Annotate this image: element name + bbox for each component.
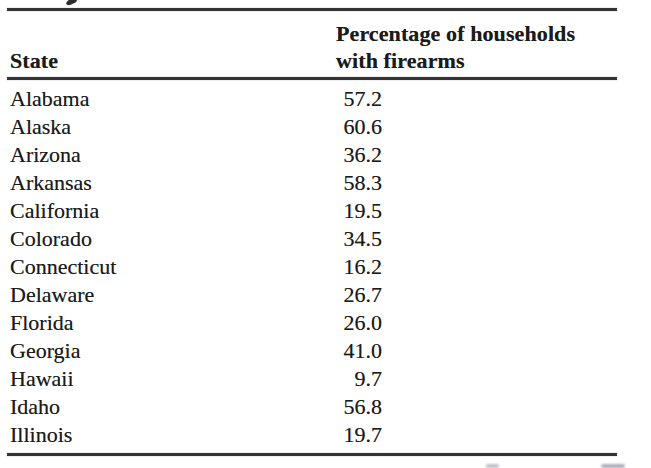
state-column-header: State [10, 48, 58, 74]
cropped-glyph-fragment [65, 0, 77, 6]
table-row: Delaware 26.7 [10, 281, 620, 309]
table-row: Georgia 41.0 [10, 337, 620, 365]
table-row: California 19.5 [10, 197, 620, 225]
state-cell: Illinois [10, 421, 72, 449]
value-column-header: Percentage of households with firearms [336, 20, 575, 74]
table-row: Arizona 36.2 [10, 141, 620, 169]
state-cell: Delaware [10, 281, 94, 309]
table-header-rule [7, 77, 617, 80]
value-cell: 58.3 [336, 169, 382, 197]
state-cell: Idaho [10, 393, 60, 421]
state-cell: Alabama [10, 85, 89, 113]
state-cell: Colorado [10, 225, 92, 253]
value-cell: 9.7 [336, 365, 382, 393]
table-top-rule [7, 8, 617, 11]
table-row: Arkansas 58.3 [10, 169, 620, 197]
state-cell: Arizona [10, 141, 81, 169]
table-row: Alabama 57.2 [10, 85, 620, 113]
cropped-caption-fragment [601, 464, 625, 468]
value-cell: 57.2 [336, 85, 382, 113]
value-cell: 41.0 [336, 337, 382, 365]
state-cell: Hawaii [10, 365, 74, 393]
state-cell: Connecticut [10, 253, 116, 281]
table-bottom-rule [7, 453, 617, 456]
value-column-header-line1: Percentage of households [336, 20, 575, 47]
value-cell: 60.6 [336, 113, 382, 141]
value-cell: 19.5 [336, 197, 382, 225]
value-cell: 34.5 [336, 225, 382, 253]
value-column-header-line2: with firearms [336, 47, 575, 74]
table-row: Connecticut 16.2 [10, 253, 620, 281]
state-cell: Florida [10, 309, 74, 337]
state-cell: California [10, 197, 99, 225]
value-cell: 16.2 [336, 253, 382, 281]
value-cell: 19.7 [336, 421, 382, 449]
table-row: Colorado 34.5 [10, 225, 620, 253]
state-cell: Arkansas [10, 169, 92, 197]
table-row: Idaho 56.8 [10, 393, 620, 421]
value-cell: 56.8 [336, 393, 382, 421]
value-cell: 26.7 [336, 281, 382, 309]
table-body: Alabama57.2Alaska60.6Arizona36.2Arkansas… [10, 85, 620, 449]
table-row: Florida 26.0 [10, 309, 620, 337]
state-cell: Georgia [10, 337, 80, 365]
table-row: Hawaii 9.7 [10, 365, 620, 393]
table-row: Alaska 60.6 [10, 113, 620, 141]
state-cell: Alaska [10, 113, 71, 141]
scanned-document-page: State Percentage of households with fire… [0, 0, 651, 468]
value-cell: 36.2 [336, 141, 382, 169]
table-row: Illinois 19.7 [10, 421, 620, 449]
cropped-caption-fragment [486, 464, 499, 468]
value-cell: 26.0 [336, 309, 382, 337]
